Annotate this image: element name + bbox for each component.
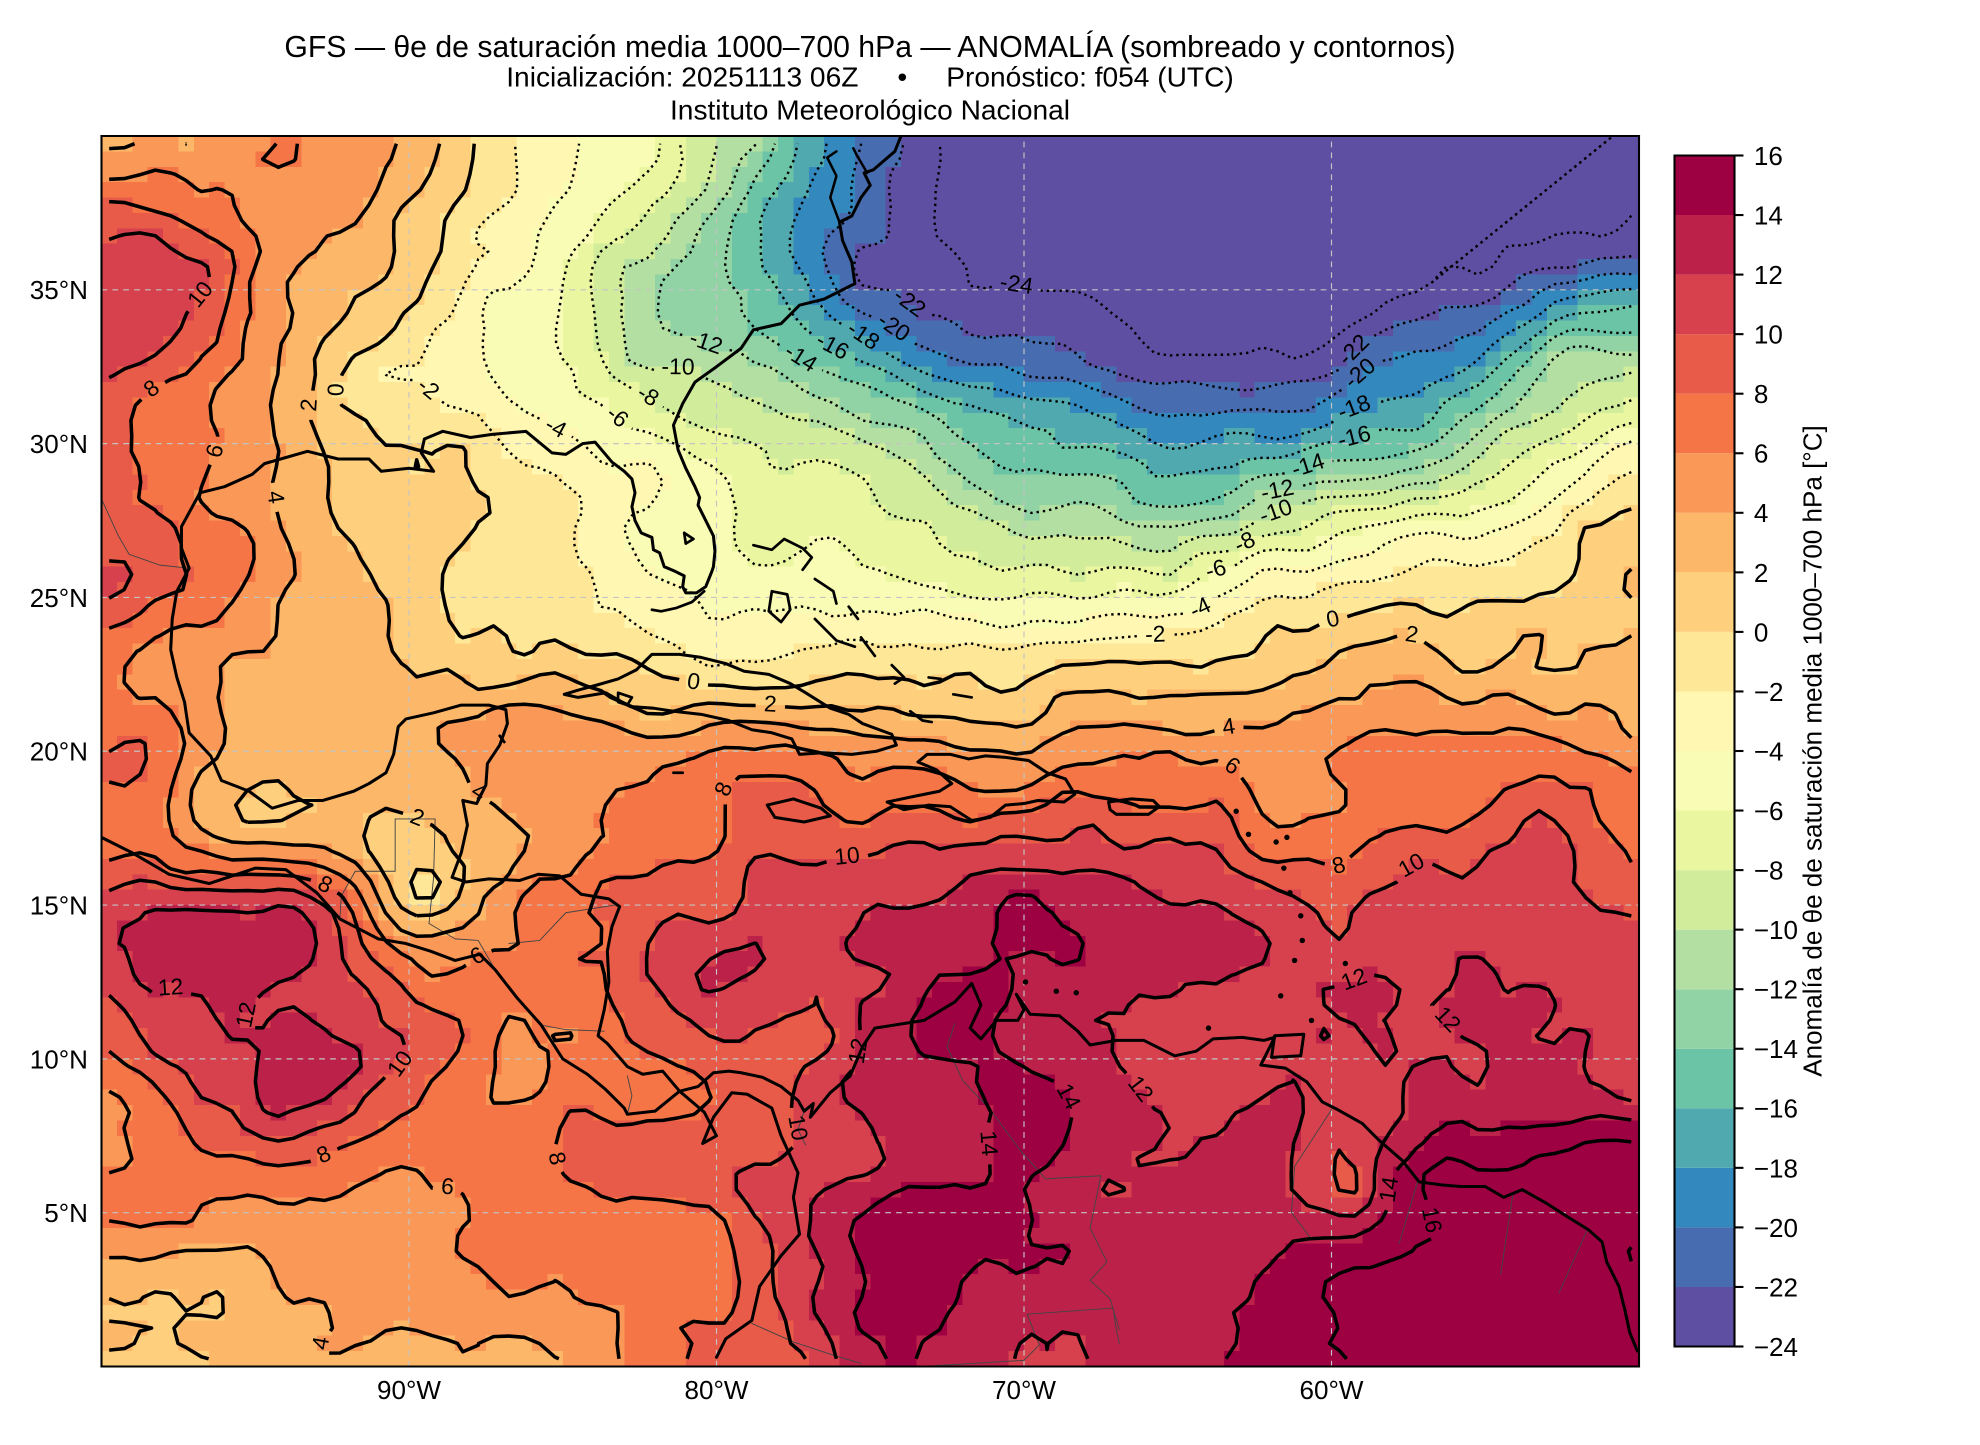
svg-text:10: 10 (1754, 320, 1783, 350)
svg-text:16: 16 (1417, 1205, 1448, 1235)
svg-text:12: 12 (843, 1036, 873, 1065)
svg-text:10°N: 10°N (30, 1044, 88, 1074)
svg-text:8: 8 (1754, 379, 1768, 409)
svg-text:Inicialización: 20251113 06Z: Inicialización: 20251113 06Z • Pronóstic… (506, 62, 1234, 93)
svg-text:35°N: 35°N (30, 275, 88, 305)
svg-text:10: 10 (783, 1113, 813, 1143)
svg-text:2: 2 (763, 690, 777, 717)
svg-text:−8: −8 (1754, 856, 1784, 886)
svg-text:14: 14 (975, 1130, 1003, 1158)
svg-text:−18: −18 (1754, 1153, 1798, 1183)
svg-text:12: 12 (230, 1000, 261, 1030)
svg-text:4: 4 (262, 489, 290, 506)
svg-text:4: 4 (1220, 712, 1237, 740)
svg-text:30°N: 30°N (30, 429, 88, 459)
svg-text:4: 4 (306, 1334, 334, 1351)
svg-text:−4: −4 (1754, 736, 1784, 766)
svg-text:70°W: 70°W (992, 1375, 1056, 1405)
svg-text:-24: -24 (998, 268, 1035, 299)
svg-text:2: 2 (1404, 620, 1421, 648)
svg-text:60°W: 60°W (1300, 1375, 1364, 1405)
svg-text:5°N: 5°N (44, 1198, 88, 1228)
svg-text:10: 10 (833, 841, 861, 869)
svg-text:15°N: 15°N (30, 890, 88, 920)
svg-text:14: 14 (1374, 1174, 1404, 1203)
svg-text:GFS — θe de saturación media 1: GFS — θe de saturación media 1000–700 hP… (284, 31, 1455, 64)
svg-text:−24: −24 (1754, 1332, 1798, 1362)
svg-text:−2: −2 (1754, 677, 1784, 707)
svg-text:90°W: 90°W (377, 1375, 441, 1405)
svg-text:-12: -12 (1258, 474, 1296, 506)
svg-text:2: 2 (1754, 558, 1768, 588)
svg-text:−12: −12 (1754, 975, 1798, 1005)
svg-text:6: 6 (200, 441, 228, 460)
svg-text:0: 0 (686, 667, 702, 695)
svg-text:0: 0 (1324, 604, 1342, 632)
svg-text:20°N: 20°N (30, 737, 88, 767)
svg-text:Instituto Meteorológico Nacion: Instituto Meteorológico Nacional (670, 95, 1070, 126)
svg-text:−20: −20 (1754, 1213, 1798, 1243)
svg-text:0: 0 (1754, 617, 1768, 647)
svg-text:Anomalía de θe de saturación m: Anomalía de θe de saturación media 1000–… (1797, 425, 1827, 1077)
svg-text:25°N: 25°N (30, 583, 88, 613)
svg-text:−10: −10 (1754, 915, 1798, 945)
svg-text:−22: −22 (1754, 1272, 1798, 1302)
svg-text:−16: −16 (1754, 1094, 1798, 1124)
svg-text:80°W: 80°W (685, 1375, 749, 1405)
svg-text:16: 16 (1754, 141, 1783, 171)
svg-text:14: 14 (1754, 200, 1783, 230)
svg-text:6: 6 (1754, 439, 1768, 469)
svg-text:6: 6 (440, 1173, 455, 1200)
svg-text:−6: −6 (1754, 796, 1784, 826)
svg-text:8: 8 (543, 1149, 571, 1167)
svg-text:-10: -10 (661, 353, 694, 379)
svg-text:0: 0 (322, 383, 348, 397)
svg-text:−14: −14 (1754, 1034, 1798, 1064)
svg-text:4: 4 (1754, 498, 1768, 528)
svg-text:2: 2 (295, 398, 322, 412)
svg-text:12: 12 (157, 973, 184, 1001)
svg-text:12: 12 (1754, 260, 1783, 290)
svg-text:-2: -2 (1145, 620, 1166, 647)
svg-text:8: 8 (1329, 851, 1348, 879)
